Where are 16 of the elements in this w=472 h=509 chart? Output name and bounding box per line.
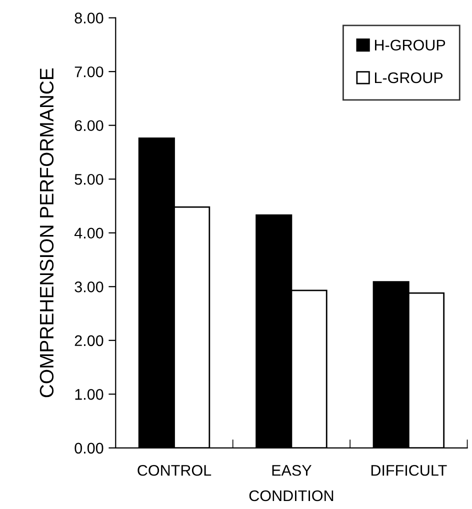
x-tick-label: EASY (272, 464, 312, 476)
y-tick-label: 6.00 (74, 120, 104, 132)
y-tick-label: 7.00 (74, 66, 104, 78)
y-tick-label: 2.00 (74, 335, 104, 346)
x-axis-title: CONDITION (249, 490, 334, 502)
y-tick-label: 1.00 (75, 389, 104, 400)
y-axis-title: COMPREHENSION PERFORMANCE (40, 68, 54, 398)
y-tick-label: 3.00 (74, 282, 104, 292)
x-tick-label: CONTROL (138, 464, 212, 476)
y-tick-label: 4.00 (74, 228, 104, 239)
y-tick-label: 0.00 (74, 442, 104, 454)
legend-label: L-GROUP (375, 72, 443, 84)
y-tick-label: 5.00 (74, 174, 104, 185)
legend-label: H-GROUP (375, 40, 446, 51)
x-tick-label: DIFFICULT (371, 464, 447, 476)
y-tick-label: 8.00 (74, 12, 104, 24)
